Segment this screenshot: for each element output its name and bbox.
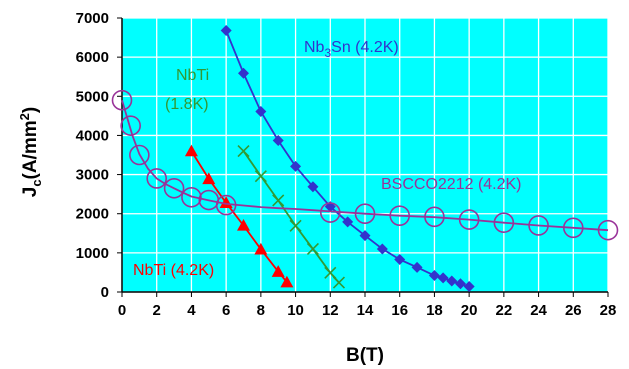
data-point-bscco2212-4-2k (120, 115, 141, 136)
grid (121, 17, 609, 293)
data-point-bscco2212-4-2k (562, 217, 584, 239)
data-point-nbti-4-2k (184, 144, 198, 157)
data-point-nb3sn-4-2k (272, 135, 284, 147)
y-axis-title: Jc(A/mm2) (17, 107, 44, 198)
y-tick-label: 6000 (76, 49, 109, 66)
series-line-bscco2212-4-2k (121, 99, 609, 232)
x-tick-label: 4 (187, 302, 196, 319)
data-point-bscco2212-4-2k (215, 194, 237, 216)
data-point-nbti-1-8k (237, 145, 250, 158)
data-point-nbti-4-2k (280, 275, 294, 288)
data-point-bscco2212-4-2k (597, 219, 619, 241)
data-point-nb3sn-4-2k (324, 201, 336, 213)
data-point-nbti-4-2k (202, 172, 216, 185)
data-point-nb3sn-4-2k (255, 106, 267, 118)
y-tick-label: 0 (101, 284, 109, 301)
x-tick-label: 18 (426, 302, 443, 319)
data-point-nb3sn-4-2k (359, 230, 371, 242)
data-point-bscco2212-4-2k (354, 203, 376, 225)
data-point-nbti-1-8k (306, 242, 319, 256)
data-point-bscco2212-4-2k (493, 212, 515, 234)
data-point-bscco2212-4-2k (129, 144, 150, 166)
data-point-nb3sn-4-2k (342, 216, 354, 228)
data-point-nb3sn-4-2k (220, 25, 232, 37)
x-tick-label: 12 (322, 302, 339, 319)
data-point-bscco2212-4-2k (319, 202, 341, 223)
y-tick-label: 5000 (76, 88, 109, 105)
data-point-bscco2212-4-2k (181, 186, 202, 208)
data-point-bscco2212-4-2k (528, 215, 549, 236)
data-point-nb3sn-4-2k (307, 181, 319, 193)
series-label-nbti-1-8k-line2: (1.8K) (165, 96, 209, 113)
series-label-nb3sn: Nb3Sn (4.2K) (304, 39, 399, 60)
x-tick-label: 0 (118, 302, 126, 319)
x-tick-label: 14 (357, 302, 374, 319)
series-label-bscco2212: BSCCO2212 (4.2K) (381, 176, 522, 193)
data-point-nb3sn-4-2k (394, 254, 406, 266)
data-point-nb3sn-4-2k (463, 281, 475, 293)
x-tick-label: 2 (153, 302, 161, 319)
data-point-nb3sn-4-2k (376, 243, 388, 255)
data-point-nb3sn-4-2k (428, 270, 440, 282)
data-point-nbti-1-8k (324, 266, 337, 279)
data-point-bscco2212-4-2k (389, 205, 411, 226)
data-point-nbti-1-8k (289, 219, 302, 232)
tick-labels: 0 2 4 6 8 10 12 14 16 18 20 22 24 26 28010002000300040… (76, 10, 617, 319)
data-point-nbti-4-2k (254, 242, 268, 255)
data-point-bscco2212-4-2k (163, 177, 185, 199)
series-labels: Nb3Sn (4.2K) NbTi (1.8K) NbTi (4.2K) BSC… (133, 39, 522, 279)
data-point-nbti-1-8k (332, 276, 346, 289)
series-nbti-1-8k (237, 145, 346, 289)
data-point-bscco2212-4-2k (424, 206, 445, 228)
data-point-bscco2212-4-2k (458, 209, 480, 230)
data-point-nbti-1-8k (272, 194, 285, 207)
x-tick-label: 16 (391, 302, 408, 319)
series-layer (111, 25, 619, 293)
y-tick-label: 7000 (76, 10, 109, 27)
data-point-nbti-1-8k (254, 170, 267, 183)
series-nbti-4-2k (184, 144, 294, 288)
y-tick-label: 4000 (76, 127, 109, 144)
y-tick-label: 3000 (76, 167, 109, 184)
data-point-nbti-4-2k (271, 265, 285, 277)
data-point-nb3sn-4-2k (290, 160, 302, 172)
x-tick-label: 28 (600, 302, 617, 319)
data-point-nb3sn-4-2k (411, 261, 423, 273)
x-tick-label: 26 (565, 302, 582, 319)
x-tick-label: 20 (461, 302, 478, 319)
data-point-bscco2212-4-2k (146, 168, 168, 189)
data-point-bscco2212-4-2k (111, 89, 133, 111)
series-label-nbti-4-2k: NbTi (4.2K) (133, 262, 214, 279)
series-bscco2212-4-2k (111, 89, 619, 241)
y-tick-label: 2000 (76, 206, 109, 223)
data-point-nbti-4-2k (237, 218, 250, 231)
data-point-nb3sn-4-2k (446, 275, 458, 287)
x-tick-label: 6 (222, 302, 230, 319)
series-nb3sn-4-2k (220, 25, 475, 293)
x-tick-label: 8 (257, 302, 265, 319)
y-tick-label: 1000 (76, 245, 109, 262)
x-tick-label: 22 (496, 302, 513, 319)
x-tick-label: 24 (530, 302, 547, 319)
data-point-nb3sn-4-2k (454, 278, 466, 290)
x-axis-title: B(T) (346, 345, 384, 366)
x-tick-label: 10 (287, 302, 304, 319)
data-point-nb3sn-4-2k (437, 272, 449, 284)
series-label-nbti-1-8k-line1: NbTi (176, 67, 209, 84)
data-point-nb3sn-4-2k (238, 67, 249, 79)
